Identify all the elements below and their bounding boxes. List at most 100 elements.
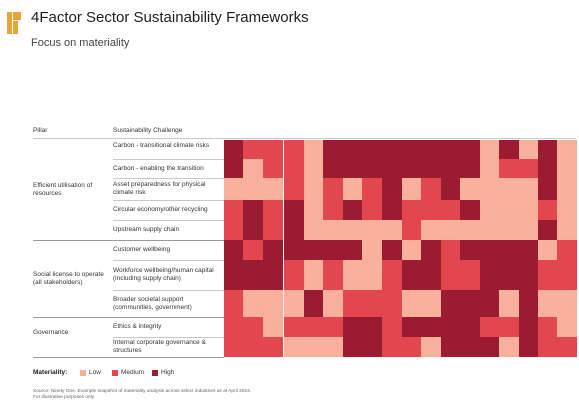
- materiality-cell: [519, 290, 539, 317]
- challenge-label: Asset preparedness for physical climate …: [113, 181, 206, 196]
- challenge-label: Ethics & integrity: [113, 323, 162, 330]
- legend-low: Low: [80, 369, 101, 376]
- materiality-cell: [538, 178, 558, 200]
- materiality-cell: [460, 159, 480, 178]
- materiality-cell: [557, 240, 577, 260]
- divider: [113, 260, 224, 261]
- materiality-cell: [421, 159, 441, 178]
- materiality-cell: [402, 317, 422, 337]
- materiality-cell: [441, 159, 461, 178]
- materiality-cell: [460, 200, 480, 220]
- materiality-cell: [243, 337, 263, 357]
- materiality-cell: [480, 290, 500, 317]
- materiality-cell: [362, 337, 382, 357]
- challenge-column-header: Sustainability Challenge: [113, 127, 183, 134]
- materiality-cell: [362, 220, 382, 240]
- materiality-cell: [519, 240, 539, 260]
- materiality-cell: [323, 317, 343, 337]
- materiality-cell: [499, 200, 519, 220]
- materiality-cell: [519, 200, 539, 220]
- materiality-cell: [343, 159, 363, 178]
- materiality-cell: [538, 317, 558, 337]
- legend-medium-swatch: [112, 369, 118, 376]
- challenge-label: Carbon - transitional climate risks: [113, 141, 210, 149]
- materiality-cell: [480, 140, 500, 159]
- materiality-cell: [362, 317, 382, 337]
- materiality-cell: [224, 337, 244, 357]
- materiality-cell: [284, 200, 304, 220]
- materiality-cell: [421, 240, 441, 260]
- divider: [113, 337, 224, 338]
- materiality-cell: [382, 260, 402, 290]
- legend-high: High: [152, 369, 174, 376]
- materiality-cell: [224, 240, 244, 260]
- materiality-cell: [402, 178, 422, 200]
- materiality-cell: [362, 200, 382, 220]
- materiality-cell: [441, 337, 461, 357]
- source-line-2: For illustrative purposes only.: [33, 395, 96, 400]
- materiality-cell: [263, 200, 283, 220]
- materiality-cell: [499, 317, 519, 337]
- materiality-cell: [224, 178, 244, 200]
- materiality-cell: [304, 220, 324, 240]
- materiality-cell: [243, 140, 263, 159]
- materiality-cell: [343, 337, 363, 357]
- materiality-cell: [519, 178, 539, 200]
- materiality-cell: [284, 260, 304, 290]
- materiality-cell: [480, 337, 500, 357]
- materiality-cell: [343, 140, 363, 159]
- challenge-label: Customer wellbeing: [113, 246, 171, 253]
- materiality-cell: [519, 140, 539, 159]
- materiality-cell: [243, 220, 263, 240]
- materiality-cell: [402, 159, 422, 178]
- materiality-cell: [323, 220, 343, 240]
- materiality-cell: [402, 260, 422, 290]
- materiality-cell: [343, 178, 363, 200]
- materiality-cell: [402, 240, 422, 260]
- materiality-cell: [304, 159, 324, 178]
- materiality-cell: [323, 290, 343, 317]
- materiality-cell: [441, 317, 461, 337]
- materiality-cell: [499, 240, 519, 260]
- challenge-label: Upstream supply chain: [113, 226, 180, 233]
- legend-medium-label: Medium: [121, 369, 145, 376]
- materiality-cell: [284, 290, 304, 317]
- materiality-cell: [538, 260, 558, 290]
- materiality-cell: [224, 317, 244, 337]
- materiality-cell: [304, 178, 324, 200]
- materiality-cell: [263, 178, 283, 200]
- brand-logo: [7, 12, 21, 34]
- materiality-cell: [557, 140, 577, 159]
- legend-medium: Medium: [112, 369, 144, 376]
- materiality-cell: [402, 337, 422, 357]
- materiality-cell: [224, 200, 244, 220]
- materiality-cell: [441, 200, 461, 220]
- materiality-cell: [441, 240, 461, 260]
- materiality-cell: [538, 200, 558, 220]
- divider: [113, 290, 224, 291]
- materiality-cell: [224, 220, 244, 240]
- divider: [113, 178, 224, 179]
- pillar-label: Governance: [33, 329, 69, 336]
- materiality-cell: [224, 140, 244, 159]
- materiality-cell: [519, 337, 539, 357]
- materiality-cell: [263, 220, 283, 240]
- materiality-cell: [538, 240, 558, 260]
- materiality-cell: [362, 260, 382, 290]
- materiality-cell: [362, 240, 382, 260]
- materiality-cell: [343, 240, 363, 260]
- materiality-cell: [557, 178, 577, 200]
- materiality-cell: [362, 178, 382, 200]
- materiality-cell: [499, 220, 519, 240]
- materiality-cell: [284, 178, 304, 200]
- materiality-cell: [243, 260, 263, 290]
- materiality-cell: [263, 260, 283, 290]
- pillar-label: Efficient utilisation of resources: [33, 182, 93, 197]
- materiality-cell: [499, 290, 519, 317]
- materiality-cell: [382, 159, 402, 178]
- materiality-cell: [382, 140, 402, 159]
- materiality-cell: [323, 178, 343, 200]
- materiality-cell: [382, 317, 402, 337]
- page-subtitle: Focus on materiality: [31, 37, 130, 49]
- materiality-cell: [480, 220, 500, 240]
